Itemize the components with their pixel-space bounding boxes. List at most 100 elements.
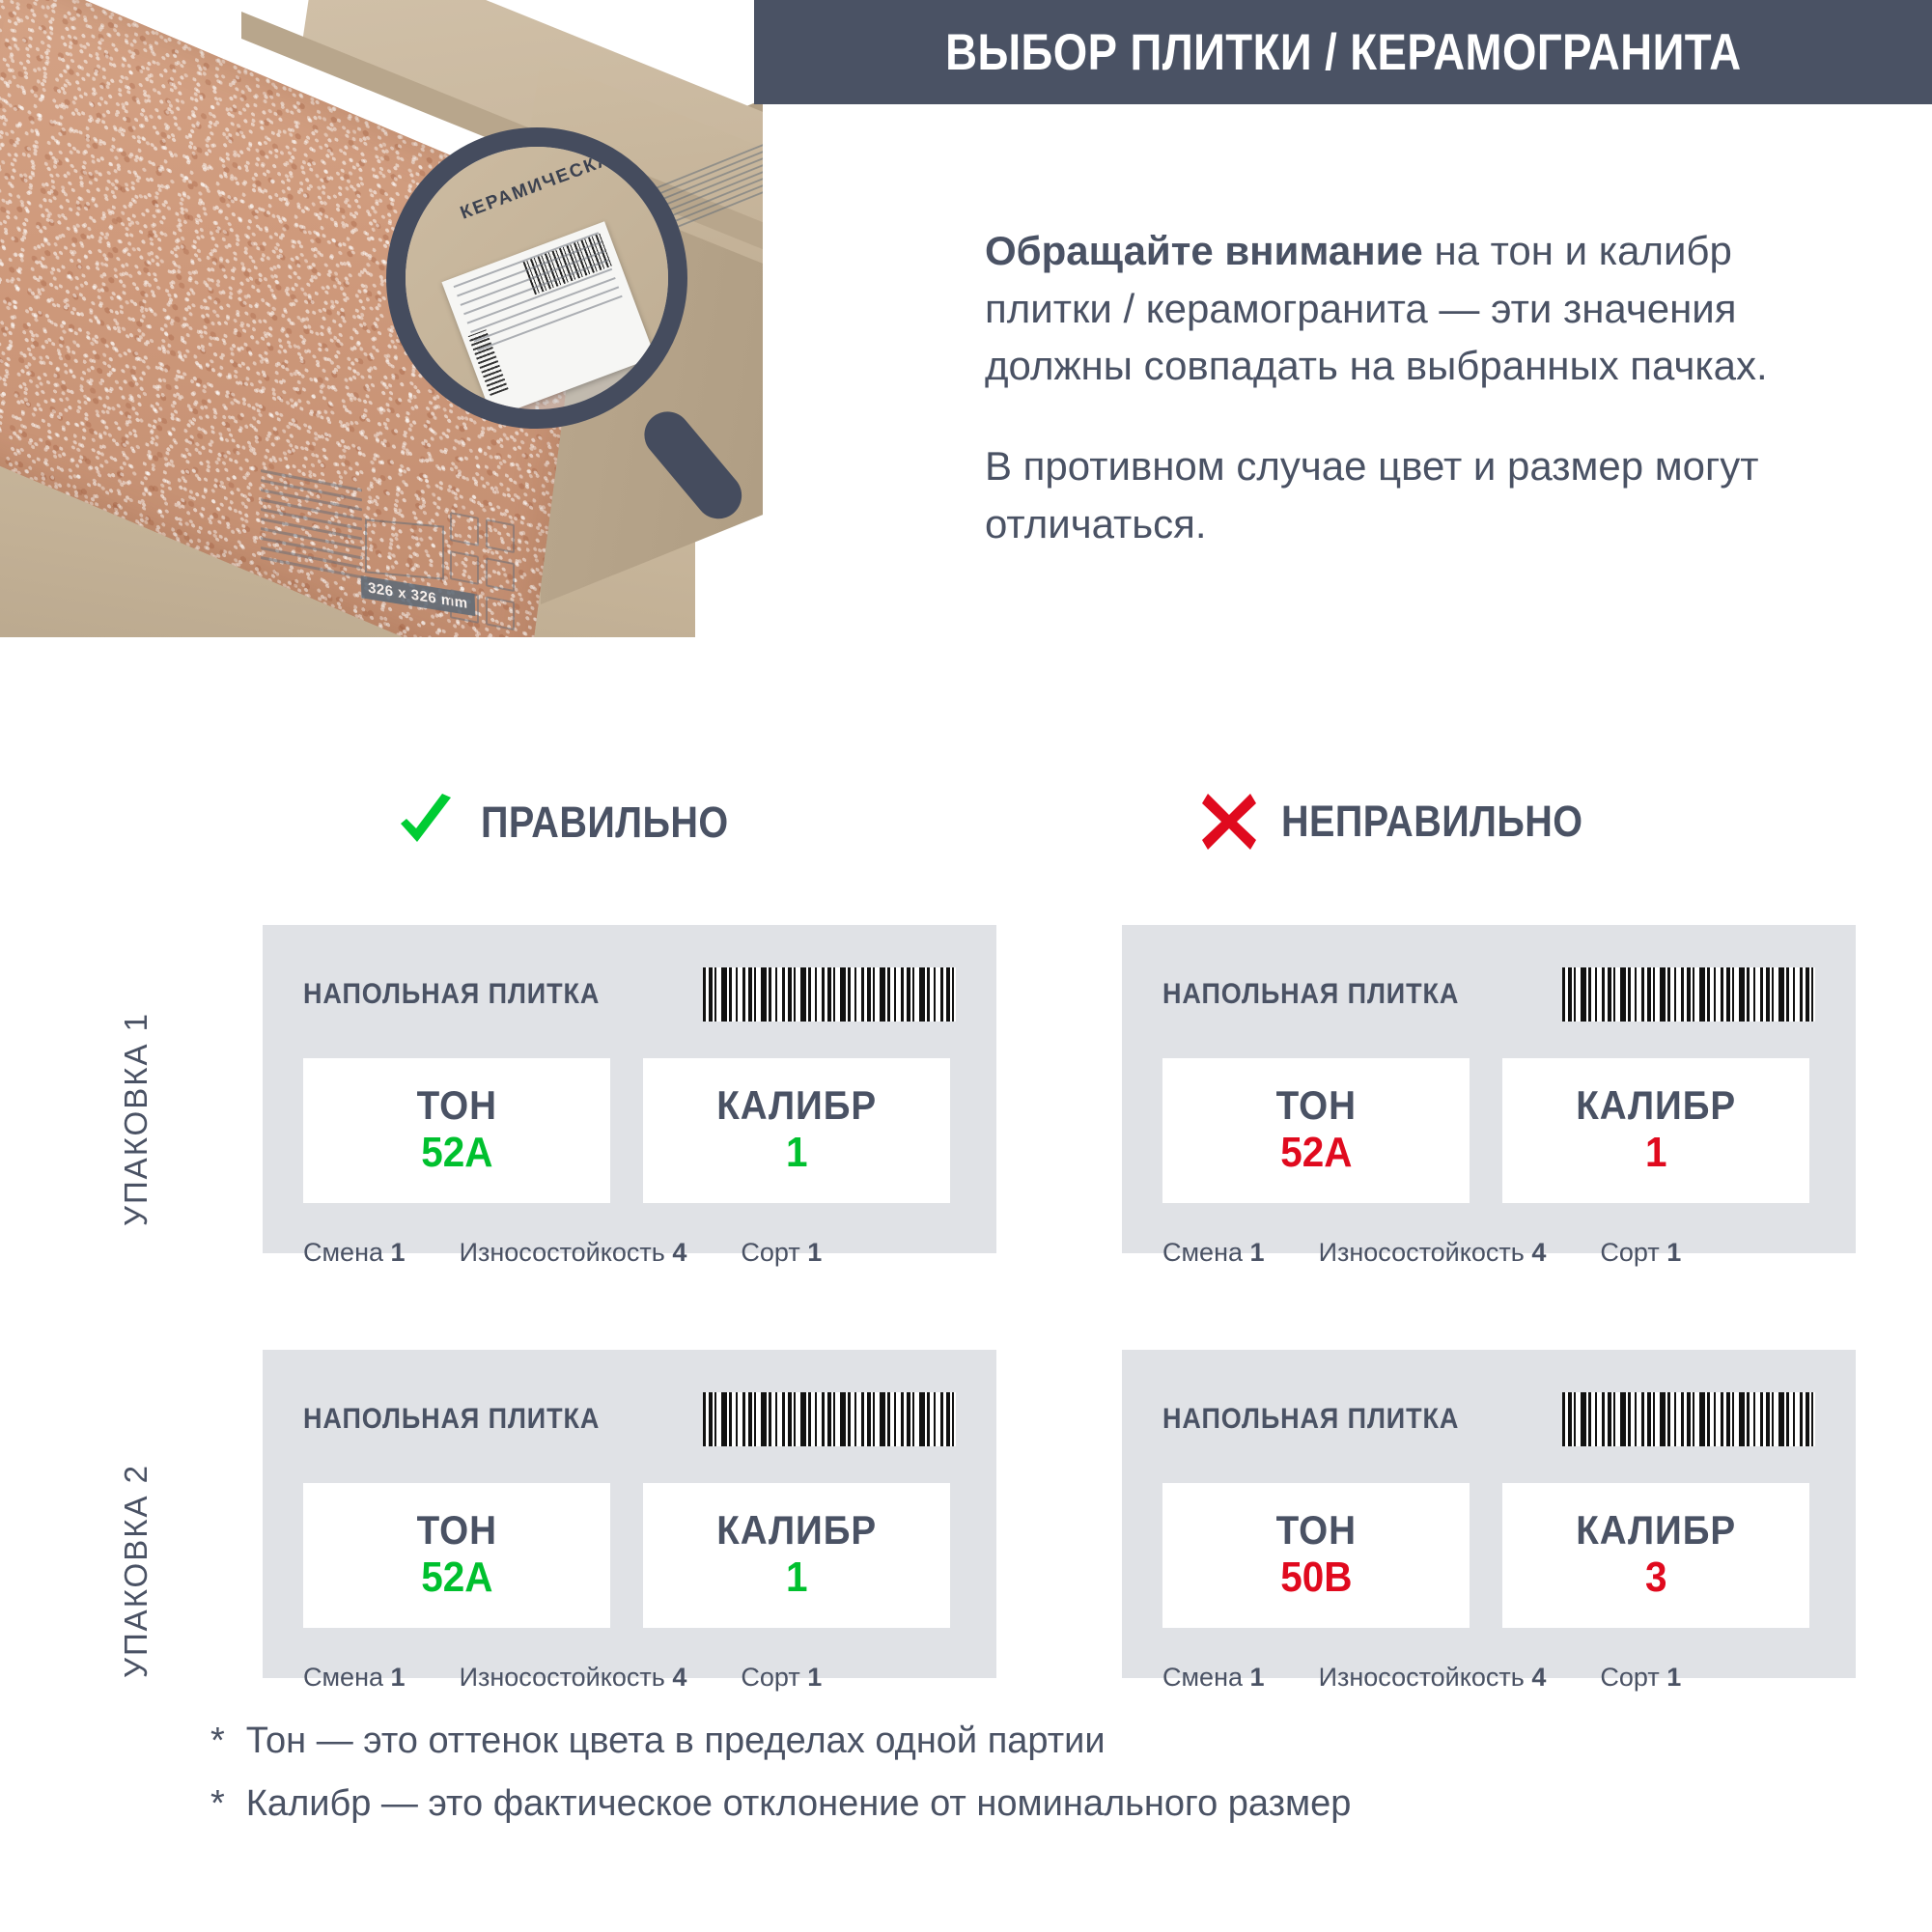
stack-limit-icon xyxy=(486,596,516,631)
caliber-box: КАЛИБР 3 xyxy=(1502,1483,1809,1628)
card-title: НАПОЛЬНАЯ ПЛИТКА xyxy=(1162,978,1460,1010)
header-bar: ВЫБОР ПЛИТКИ / КЕРАМОГРАНИТА xyxy=(754,0,1932,104)
footnote-star: * xyxy=(210,1783,225,1824)
intro-paragraph-2: В противном случае цвет и размер могут о… xyxy=(985,442,1759,546)
footnote-2-text: Калибр — это фактическое отклонение от н… xyxy=(245,1783,1352,1824)
shift-label: Смена xyxy=(303,1238,384,1267)
barcode-icon xyxy=(1562,967,1815,1022)
footnotes: * Тон — это оттенок цвета в пределах одно… xyxy=(210,1721,1852,1846)
column-header-correct: ПРАВИЛЬНО xyxy=(396,794,763,852)
pack-label-2: УПАКОВКА 2 xyxy=(118,1464,154,1678)
box-pictogram-row xyxy=(450,512,546,637)
wear-value: 4 xyxy=(1531,1238,1547,1267)
magnifier-icon: КЕРАМИЧЕСКАЯ ПЛИТКА xyxy=(386,127,751,529)
label-card-wrong-pack2: НАПОЛЬНАЯ ПЛИТКА ТОН 50B КАЛИБР 3 Смена … xyxy=(1122,1350,1856,1692)
tone-label: ТОН xyxy=(1275,1081,1357,1128)
caliber-value: 1 xyxy=(785,1553,808,1601)
card-footer-row: Смена 1 Износостойкость 4 Сорт 1 xyxy=(303,1238,956,1268)
grade-label: Сорт xyxy=(741,1238,800,1267)
grade-value: 1 xyxy=(807,1663,823,1692)
column-header-correct-label: ПРАВИЛЬНО xyxy=(481,798,729,847)
caliber-box: КАЛИБР 1 xyxy=(643,1483,950,1628)
grade-field: Сорт 1 xyxy=(741,1663,822,1693)
card-value-row: ТОН 52A КАЛИБР 1 xyxy=(1162,1058,1815,1203)
card-top-row: НАПОЛЬНАЯ ПЛИТКА xyxy=(1162,1392,1815,1446)
tone-label: ТОН xyxy=(416,1081,497,1128)
label-card-correct-pack1: НАПОЛЬНАЯ ПЛИТКА ТОН 52A КАЛИБР 1 Смена … xyxy=(263,925,996,1267)
barcode-icon xyxy=(1562,1392,1815,1446)
tone-label: ТОН xyxy=(416,1506,497,1553)
tone-value: 52A xyxy=(420,1553,493,1601)
grade-label: Сорт xyxy=(741,1663,800,1692)
tone-value: 52A xyxy=(1279,1128,1353,1176)
tone-value: 50B xyxy=(1279,1553,1353,1601)
magnifier-lens: КЕРАМИЧЕСКАЯ ПЛИТКА xyxy=(386,127,687,429)
intro-paragraph-1-rest: на тон и калибр плитки / керамогранита —… xyxy=(985,228,1768,389)
card-footer-row: Смена 1 Износостойкость 4 Сорт 1 xyxy=(1162,1663,1815,1693)
recycle-icon xyxy=(486,518,516,554)
intro-bold-lead: Обращайте внимание xyxy=(985,228,1423,273)
tone-box: ТОН 52A xyxy=(303,1058,610,1203)
barcode-icon xyxy=(703,967,956,1022)
card-value-row: ТОН 52A КАЛИБР 1 xyxy=(303,1483,956,1628)
grade-label: Сорт xyxy=(1600,1238,1660,1267)
card-top-row: НАПОЛЬНАЯ ПЛИТКА xyxy=(303,1392,956,1446)
footnote-1-text: Тон — это оттенок цвета в пределах одной… xyxy=(245,1721,1106,1761)
footnote-2: * Калибр — это фактическое отклонение от … xyxy=(210,1783,1852,1825)
grade-label: Сорт xyxy=(1600,1663,1660,1692)
card-value-row: ТОН 52A КАЛИБР 1 xyxy=(303,1058,956,1203)
caliber-label: КАЛИБР xyxy=(1576,1506,1736,1553)
box-print-textlines xyxy=(261,469,362,604)
check-icon xyxy=(396,794,456,852)
barcode-icon xyxy=(703,1392,956,1446)
grade-value: 1 xyxy=(1666,1238,1682,1267)
shift-label: Смена xyxy=(303,1663,384,1692)
intro-text-block: Обращайте внимание на тон и калибр плитк… xyxy=(985,222,1854,595)
card-title: НАПОЛЬНАЯ ПЛИТКА xyxy=(1162,1403,1460,1435)
pack-label-1: УПАКОВКА 1 xyxy=(118,1012,154,1226)
umbrella-icon xyxy=(450,589,479,624)
grade-field: Сорт 1 xyxy=(1600,1238,1681,1268)
tone-value: 52A xyxy=(420,1128,493,1176)
glass-fragile-icon xyxy=(486,557,516,593)
card-footer-row: Смена 1 Износостойкость 4 Сорт 1 xyxy=(303,1663,956,1693)
shift-field: Смена 1 xyxy=(303,1238,406,1268)
caliber-label: КАЛИБР xyxy=(1576,1081,1736,1128)
cross-icon xyxy=(1202,794,1256,850)
card-title: НАПОЛЬНАЯ ПЛИТКА xyxy=(303,978,601,1010)
shift-field: Смена 1 xyxy=(303,1663,406,1693)
wear-label: Износостойкость xyxy=(1318,1663,1525,1692)
tile-package-photo: 326 x 326 mm xyxy=(0,0,763,637)
tone-box: ТОН 52A xyxy=(1162,1058,1470,1203)
card-top-row: НАПОЛЬНАЯ ПЛИТКА xyxy=(303,967,956,1022)
wear-field: Износостойкость 4 xyxy=(460,1238,687,1268)
card-value-row: ТОН 50B КАЛИБР 3 xyxy=(1162,1483,1815,1628)
grade-value: 1 xyxy=(1666,1663,1682,1692)
shift-field: Смена 1 xyxy=(1162,1663,1265,1693)
shift-value: 1 xyxy=(1249,1663,1265,1692)
card-title: НАПОЛЬНАЯ ПЛИТКА xyxy=(303,1403,601,1435)
shift-value: 1 xyxy=(390,1238,406,1267)
column-header-wrong: НЕПРАВИЛЬНО xyxy=(1202,794,1624,850)
label-card-correct-pack2: НАПОЛЬНАЯ ПЛИТКА ТОН 52A КАЛИБР 1 Смена … xyxy=(263,1350,996,1692)
wear-field: Износостойкость 4 xyxy=(1319,1663,1547,1693)
shift-label: Смена xyxy=(1162,1663,1244,1692)
wear-value: 4 xyxy=(1531,1663,1547,1692)
footnote-star: * xyxy=(210,1721,225,1761)
tile-diagram-icon xyxy=(365,518,444,580)
caliber-label: КАЛИБР xyxy=(716,1081,877,1128)
grade-value: 1 xyxy=(807,1238,823,1267)
wear-label: Износостойкость xyxy=(459,1238,665,1267)
card-top-row: НАПОЛЬНАЯ ПЛИТКА xyxy=(1162,967,1815,1022)
wear-field: Износостойкость 4 xyxy=(460,1663,687,1693)
intro-paragraph-1: Обращайте внимание на тон и калибр плитк… xyxy=(985,222,1854,395)
label-card-wrong-pack1: НАПОЛЬНАЯ ПЛИТКА ТОН 52A КАЛИБР 1 Смена … xyxy=(1122,925,1856,1267)
caliber-value: 1 xyxy=(785,1128,808,1176)
grade-field: Сорт 1 xyxy=(741,1238,822,1268)
wear-label: Износостойкость xyxy=(1318,1238,1525,1267)
tone-label: ТОН xyxy=(1275,1506,1357,1553)
caliber-box: КАЛИБР 1 xyxy=(643,1058,950,1203)
card-footer-row: Смена 1 Износостойкость 4 Сорт 1 xyxy=(1162,1238,1815,1268)
wear-value: 4 xyxy=(672,1238,687,1267)
